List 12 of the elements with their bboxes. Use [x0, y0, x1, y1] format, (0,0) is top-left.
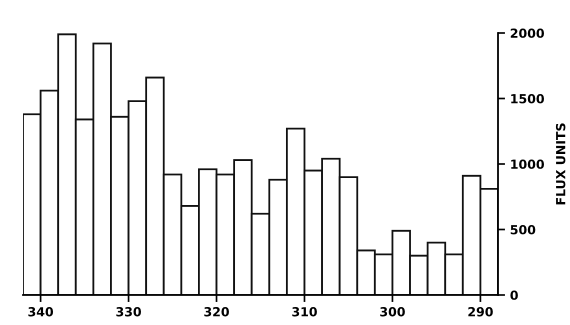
- y-tick-label: 0: [510, 290, 518, 300]
- y-tick-label: 500: [510, 224, 536, 234]
- y-tick-label: 1000: [511, 159, 544, 169]
- y-tick-label: 2000: [510, 28, 544, 38]
- x-tick-label: 300: [380, 307, 405, 316]
- x-tick-label: 320: [204, 307, 229, 316]
- x-tick-label: 330: [116, 307, 142, 316]
- x-tick-label: 340: [28, 307, 54, 316]
- x-tick-label: 310: [292, 307, 317, 316]
- y-tick-label: 1500: [511, 94, 544, 104]
- x-tick-label: 290: [468, 307, 493, 316]
- y-axis-title: FLUX UNITS: [556, 123, 566, 204]
